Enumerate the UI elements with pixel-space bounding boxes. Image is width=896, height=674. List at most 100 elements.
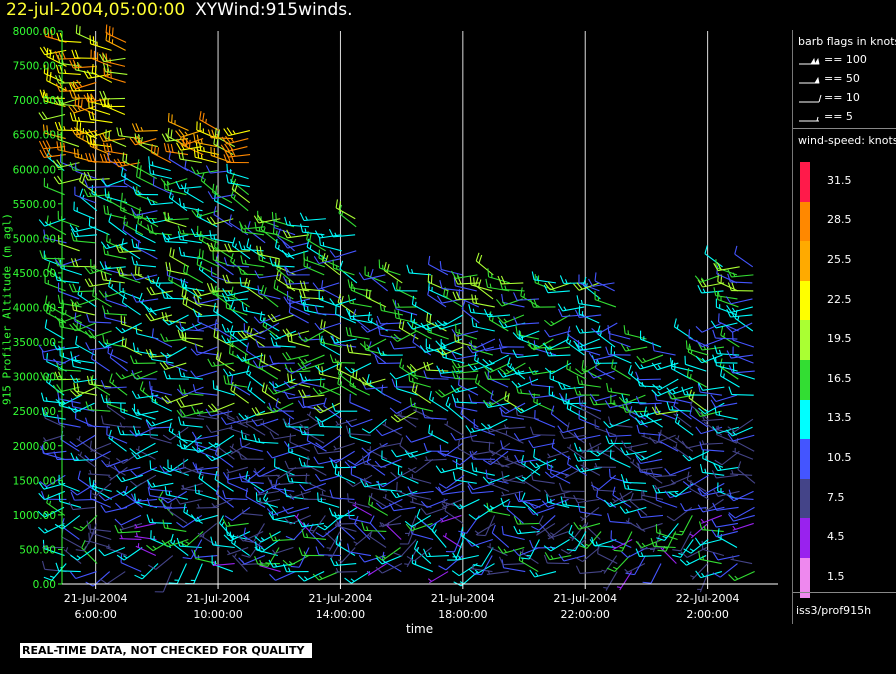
wind-barb bbox=[255, 338, 281, 348]
wind-barb bbox=[686, 368, 708, 388]
wind-barb bbox=[390, 490, 418, 499]
wind-barb bbox=[245, 488, 266, 508]
x-tick-date: 21-Jul-2004 bbox=[64, 592, 128, 605]
wind-barb bbox=[404, 515, 417, 537]
wind-barb bbox=[70, 452, 97, 462]
wind-barb bbox=[359, 338, 387, 350]
wind-barb bbox=[181, 484, 204, 492]
wind-barb bbox=[220, 142, 248, 153]
wind-barb bbox=[178, 430, 203, 444]
wind-barb bbox=[180, 278, 205, 292]
wind-barb bbox=[275, 398, 295, 420]
barb-flag-icon bbox=[799, 57, 820, 65]
y-tick-label: 5500.00 bbox=[13, 199, 56, 211]
wind-barb bbox=[306, 456, 327, 476]
wind-barb bbox=[543, 539, 570, 552]
wind-barb bbox=[130, 493, 158, 502]
barb-flag-entry: == 5 bbox=[798, 110, 853, 126]
wind-barb bbox=[381, 514, 402, 528]
wind-barb bbox=[544, 552, 572, 561]
wind-barb bbox=[176, 386, 204, 396]
wind-barb bbox=[108, 466, 128, 481]
wind-barb bbox=[297, 354, 325, 365]
wind-barb bbox=[361, 442, 388, 454]
wind-barb bbox=[68, 104, 96, 114]
wind-barb bbox=[177, 231, 203, 244]
wind-barb bbox=[267, 477, 294, 486]
wind-barb bbox=[38, 522, 65, 534]
wind-barb bbox=[695, 322, 723, 333]
wind-barb bbox=[206, 242, 233, 252]
wind-barb bbox=[698, 550, 722, 565]
wind-barb bbox=[656, 523, 679, 542]
colorbar-swatch bbox=[800, 558, 810, 599]
wind-barb bbox=[732, 447, 754, 460]
wind-barb bbox=[43, 177, 65, 196]
wind-barb bbox=[297, 361, 325, 371]
wind-barb bbox=[329, 489, 355, 500]
wind-barb bbox=[236, 415, 263, 424]
wind-barb bbox=[253, 433, 279, 444]
wind-barb bbox=[720, 367, 740, 388]
wind-barb bbox=[102, 334, 126, 348]
wind-barb bbox=[547, 450, 569, 459]
wind-barb bbox=[701, 440, 724, 445]
wind-barb bbox=[689, 406, 709, 428]
wind-barb bbox=[131, 238, 156, 252]
wind-barb bbox=[160, 346, 187, 359]
wind-barb bbox=[375, 320, 401, 332]
wind-barb bbox=[712, 329, 738, 340]
wind-barb bbox=[210, 146, 233, 164]
wind-barb bbox=[192, 296, 220, 305]
wind-barb bbox=[103, 67, 126, 83]
wind-barb bbox=[681, 386, 707, 396]
wind-barb bbox=[83, 70, 110, 79]
wind-barb bbox=[89, 524, 112, 541]
wind-barb bbox=[236, 354, 264, 362]
wind-barb bbox=[715, 425, 738, 436]
wind-barb bbox=[102, 245, 127, 260]
wind-barb bbox=[349, 393, 371, 412]
wind-barb bbox=[275, 466, 297, 480]
axes: 21-Jul-2004 6:00:00 21-Jul-2004 10:00:00 21-… bbox=[13, 26, 778, 621]
wind-barb bbox=[439, 444, 463, 460]
wind-barb bbox=[283, 440, 311, 449]
wind-barb bbox=[145, 312, 173, 322]
wind-barb bbox=[566, 360, 587, 380]
wind-barb bbox=[314, 230, 342, 239]
wind-barb bbox=[440, 514, 462, 523]
wind-barb bbox=[527, 506, 555, 515]
wind-barb bbox=[712, 426, 739, 434]
wind-barb bbox=[75, 335, 96, 356]
wind-barb bbox=[497, 369, 525, 378]
wind-barb bbox=[368, 492, 388, 508]
colorbar-label: 25.5 bbox=[827, 253, 852, 266]
wind-barb bbox=[42, 543, 65, 549]
barb-flag-entry: == 100 bbox=[798, 53, 867, 69]
colorbar-label: 1.5 bbox=[827, 569, 845, 583]
y-tick-label: 5000.00 bbox=[13, 233, 56, 245]
wind-barb bbox=[374, 458, 402, 468]
wind-barb bbox=[730, 555, 753, 565]
wind-barb bbox=[605, 435, 632, 445]
wind-barb bbox=[413, 540, 432, 564]
wind-barb bbox=[420, 322, 448, 331]
wind-barb bbox=[649, 531, 662, 553]
wind-barb bbox=[149, 351, 174, 364]
wind-barb bbox=[613, 531, 633, 552]
wind-barb bbox=[210, 536, 235, 549]
wind-barb bbox=[406, 264, 432, 276]
wind-barb bbox=[664, 466, 692, 476]
wind-barb bbox=[473, 547, 494, 567]
wind-barb bbox=[657, 531, 677, 552]
wind-barb bbox=[178, 531, 204, 547]
wind-barb bbox=[267, 386, 295, 395]
wind-barb bbox=[567, 455, 587, 476]
wind-barb bbox=[434, 321, 462, 330]
wind-barb bbox=[228, 424, 250, 436]
wind-barb bbox=[613, 437, 632, 460]
wind-barb bbox=[196, 121, 218, 140]
wind-barb bbox=[621, 404, 648, 413]
wind-barb bbox=[699, 464, 725, 476]
wind-barb bbox=[44, 295, 65, 316]
